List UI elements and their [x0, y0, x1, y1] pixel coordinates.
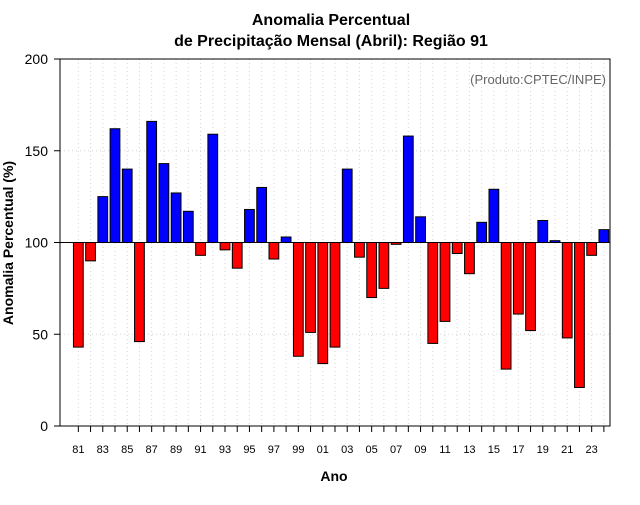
bar-2024: [598, 229, 610, 243]
bar-1983: [97, 196, 109, 243]
bar-2018: [525, 242, 536, 332]
x-tick-label: 93: [219, 444, 231, 456]
x-tick-label: 09: [414, 444, 426, 456]
x-tick-label: 03: [341, 444, 353, 456]
bar-2008: [402, 135, 414, 244]
y-tick-label: 100: [25, 235, 49, 251]
x-tick-label: 05: [366, 444, 378, 456]
x-tick-label: 15: [488, 444, 500, 456]
x-tick-label: 13: [463, 444, 475, 456]
y-tick-label: 200: [25, 51, 49, 67]
bar-1993: [219, 242, 231, 251]
bar-2016: [500, 242, 512, 370]
bar-1987: [146, 120, 158, 243]
chart-title-line1: Anomalia Percentual: [252, 12, 410, 29]
bar-1984: [109, 128, 121, 243]
bar-1994: [231, 242, 243, 269]
x-tick-label: 97: [268, 444, 280, 456]
bar-1990: [182, 210, 194, 243]
bar-1997: [268, 242, 280, 260]
bar-2005: [366, 242, 378, 299]
x-tick-label: 81: [72, 444, 84, 456]
bar-2015: [488, 188, 500, 244]
bar-1989: [170, 192, 182, 243]
bar-2010: [427, 242, 439, 344]
bar-2023: [586, 242, 598, 256]
bar-2004: [354, 242, 365, 258]
bar-1999: [292, 242, 304, 357]
x-tick-label: 01: [317, 444, 329, 456]
bar-2014: [476, 221, 488, 244]
bar-2006: [378, 242, 390, 289]
bar-2000: [305, 242, 316, 333]
bar-1986: [134, 242, 145, 343]
y-axis-label: Anomalia Percentual (%): [0, 161, 16, 325]
y-tick-label: 0: [40, 418, 48, 434]
bar-1992: [207, 133, 219, 243]
x-tick-label: 17: [512, 444, 524, 456]
bar-1988: [158, 163, 170, 243]
x-tick-label: 21: [561, 444, 573, 456]
x-tick-label: 91: [194, 444, 206, 456]
axes-layer: 0 50 100 150 200 81 83 85 87 89 91 93 95 97 99 01 03 05 07…: [25, 51, 611, 456]
chart-title-line2: de Precipitação Mensal (Abril): Região 9…: [174, 33, 488, 50]
bars-layer: [72, 120, 610, 388]
bar-1991: [195, 242, 206, 256]
bar-1998: [280, 236, 292, 243]
bar-1995: [244, 208, 255, 243]
x-tick-label: 95: [243, 444, 255, 456]
bar-1985: [121, 168, 133, 244]
bar-1981: [72, 242, 84, 348]
x-tick-label: 11: [439, 444, 450, 456]
x-tick-label: 85: [121, 444, 133, 456]
bar-1996: [256, 186, 268, 243]
x-tick-label: 99: [292, 444, 304, 456]
bar-2009: [415, 216, 426, 243]
bar-2022: [574, 242, 585, 388]
bar-2017: [512, 242, 524, 315]
bar-2019: [537, 219, 549, 243]
bar-2011: [439, 242, 451, 322]
bar-2012: [451, 242, 463, 255]
x-tick-label: 83: [97, 444, 109, 456]
y-tick-label: 50: [32, 326, 48, 342]
bar-2003: [341, 168, 353, 244]
x-tick-label: 19: [537, 444, 549, 456]
x-tick-label: 07: [390, 444, 402, 456]
x-tick-label: 23: [586, 444, 598, 456]
x-tick-label: 89: [170, 444, 182, 456]
x-tick-label: 87: [146, 444, 158, 456]
bar-2021: [561, 242, 573, 339]
bar-1982: [85, 242, 96, 262]
x-axis-label: Ano: [320, 468, 347, 484]
bar-2001: [317, 242, 329, 365]
y-tick-label: 150: [25, 143, 49, 159]
bar-2013: [464, 242, 475, 275]
bar-2002: [329, 242, 341, 348]
source-credit: (Produto:CPTEC/INPE): [470, 72, 606, 87]
